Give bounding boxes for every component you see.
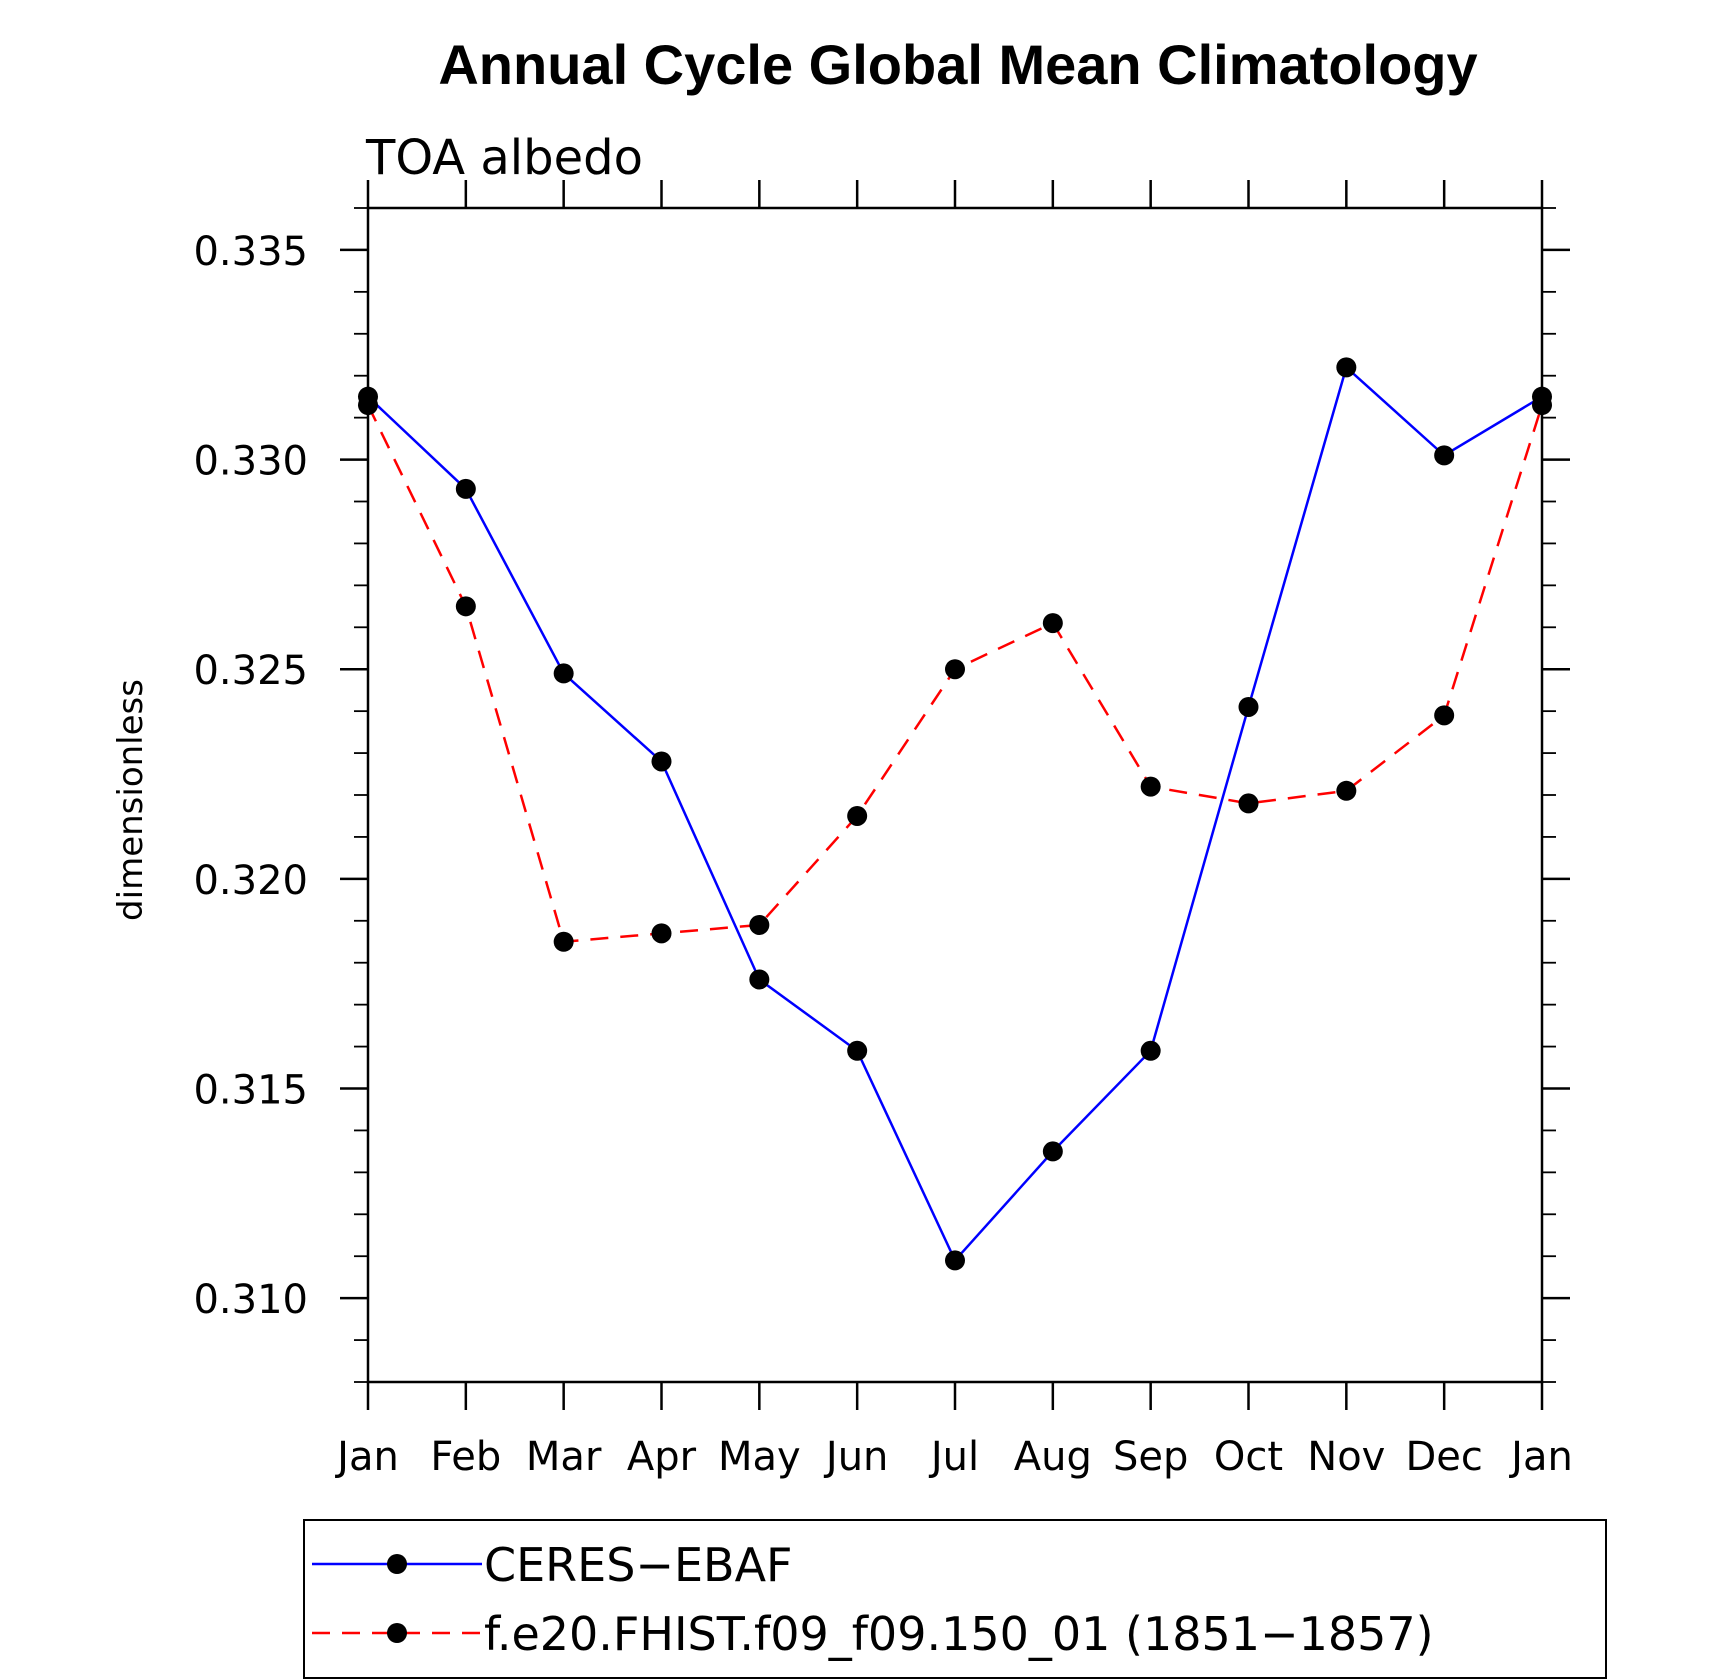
major-ticks	[340, 180, 1570, 1410]
legend-label-model: f.e20.FHIST.f09_f09.150_01 (1851−1857)	[484, 1607, 1434, 1661]
data-point-s1-6	[945, 659, 965, 680]
data-point-s0-6	[945, 1250, 965, 1271]
chart-title: Annual Cycle Global Mean Climatology	[438, 33, 1477, 96]
series-line-0	[367, 365, 1543, 1263]
x-tick-label: Nov	[1307, 1434, 1385, 1480]
y-tick-label: 0.325	[193, 648, 308, 694]
x-tick-label: Dec	[1405, 1434, 1482, 1480]
legend-marker-model	[387, 1623, 407, 1643]
legend-box	[303, 1519, 1607, 1679]
x-tick-labels: Jan Feb Mar Apr May Jun Jul Aug Sep Oct Nov Dec Jan	[334, 1434, 1573, 1480]
data-point-s0-8	[1140, 1040, 1161, 1061]
data-point-s1-8	[1140, 776, 1161, 797]
x-tick-label: Mar	[526, 1434, 602, 1480]
legend: CERES−EBAF f.e20.FHIST.f09_f09.150_01 (1…	[303, 1519, 1607, 1679]
x-tick-label: Jan	[1508, 1434, 1573, 1480]
x-tick-label: Aug	[1014, 1434, 1092, 1480]
data-point-s0-7	[1042, 1141, 1063, 1162]
x-tick-label: Oct	[1214, 1434, 1283, 1480]
y-tick-labels: 0.310 0.315 0.320 0.325 0.330 0.335	[193, 229, 308, 1323]
data-point-s1-7	[1042, 613, 1063, 634]
chart-subtitle: TOA albedo	[365, 130, 643, 186]
data-point-s0-10	[1336, 357, 1357, 378]
legend-label-ceres: CERES−EBAF	[484, 1538, 793, 1592]
x-tick-label: Feb	[430, 1434, 501, 1480]
x-tick-label: May	[718, 1434, 801, 1480]
data-point-s1-5	[847, 805, 868, 826]
data-point-s1-1	[455, 596, 476, 617]
x-tick-label: Jun	[823, 1434, 889, 1480]
data-point-s0-1	[455, 478, 476, 499]
data-point-s1-3	[651, 923, 672, 944]
y-tick-label: 0.335	[193, 229, 308, 275]
data-point-s1-4	[749, 914, 770, 935]
x-tick-label: Apr	[627, 1434, 697, 1480]
minor-ticks	[354, 207, 1556, 1383]
x-tick-label: Jan	[334, 1434, 399, 1480]
data-point-s1-10	[1336, 780, 1357, 801]
y-tick-label: 0.320	[193, 858, 308, 904]
x-tick-label: Sep	[1113, 1434, 1188, 1480]
data-point-s1-0	[358, 395, 378, 416]
series-layer	[358, 357, 1552, 1271]
y-tick-label: 0.310	[193, 1277, 308, 1323]
data-point-s1-9	[1238, 793, 1259, 814]
data-point-s0-11	[1434, 445, 1455, 466]
y-tick-label: 0.330	[193, 439, 308, 485]
y-axis-label: dimensionless	[111, 679, 151, 921]
data-point-s1-11	[1434, 705, 1455, 726]
legend-marker-ceres	[387, 1554, 407, 1574]
data-point-s1-2	[553, 931, 574, 952]
data-point-s0-2	[553, 663, 574, 684]
data-point-s0-3	[651, 751, 672, 772]
data-point-s1-12	[1532, 395, 1552, 416]
data-point-s0-9	[1238, 696, 1259, 717]
x-tick-label: Jul	[928, 1434, 979, 1480]
y-tick-label: 0.315	[193, 1068, 308, 1114]
data-point-s0-4	[749, 969, 770, 990]
data-point-s0-5	[847, 1040, 868, 1061]
